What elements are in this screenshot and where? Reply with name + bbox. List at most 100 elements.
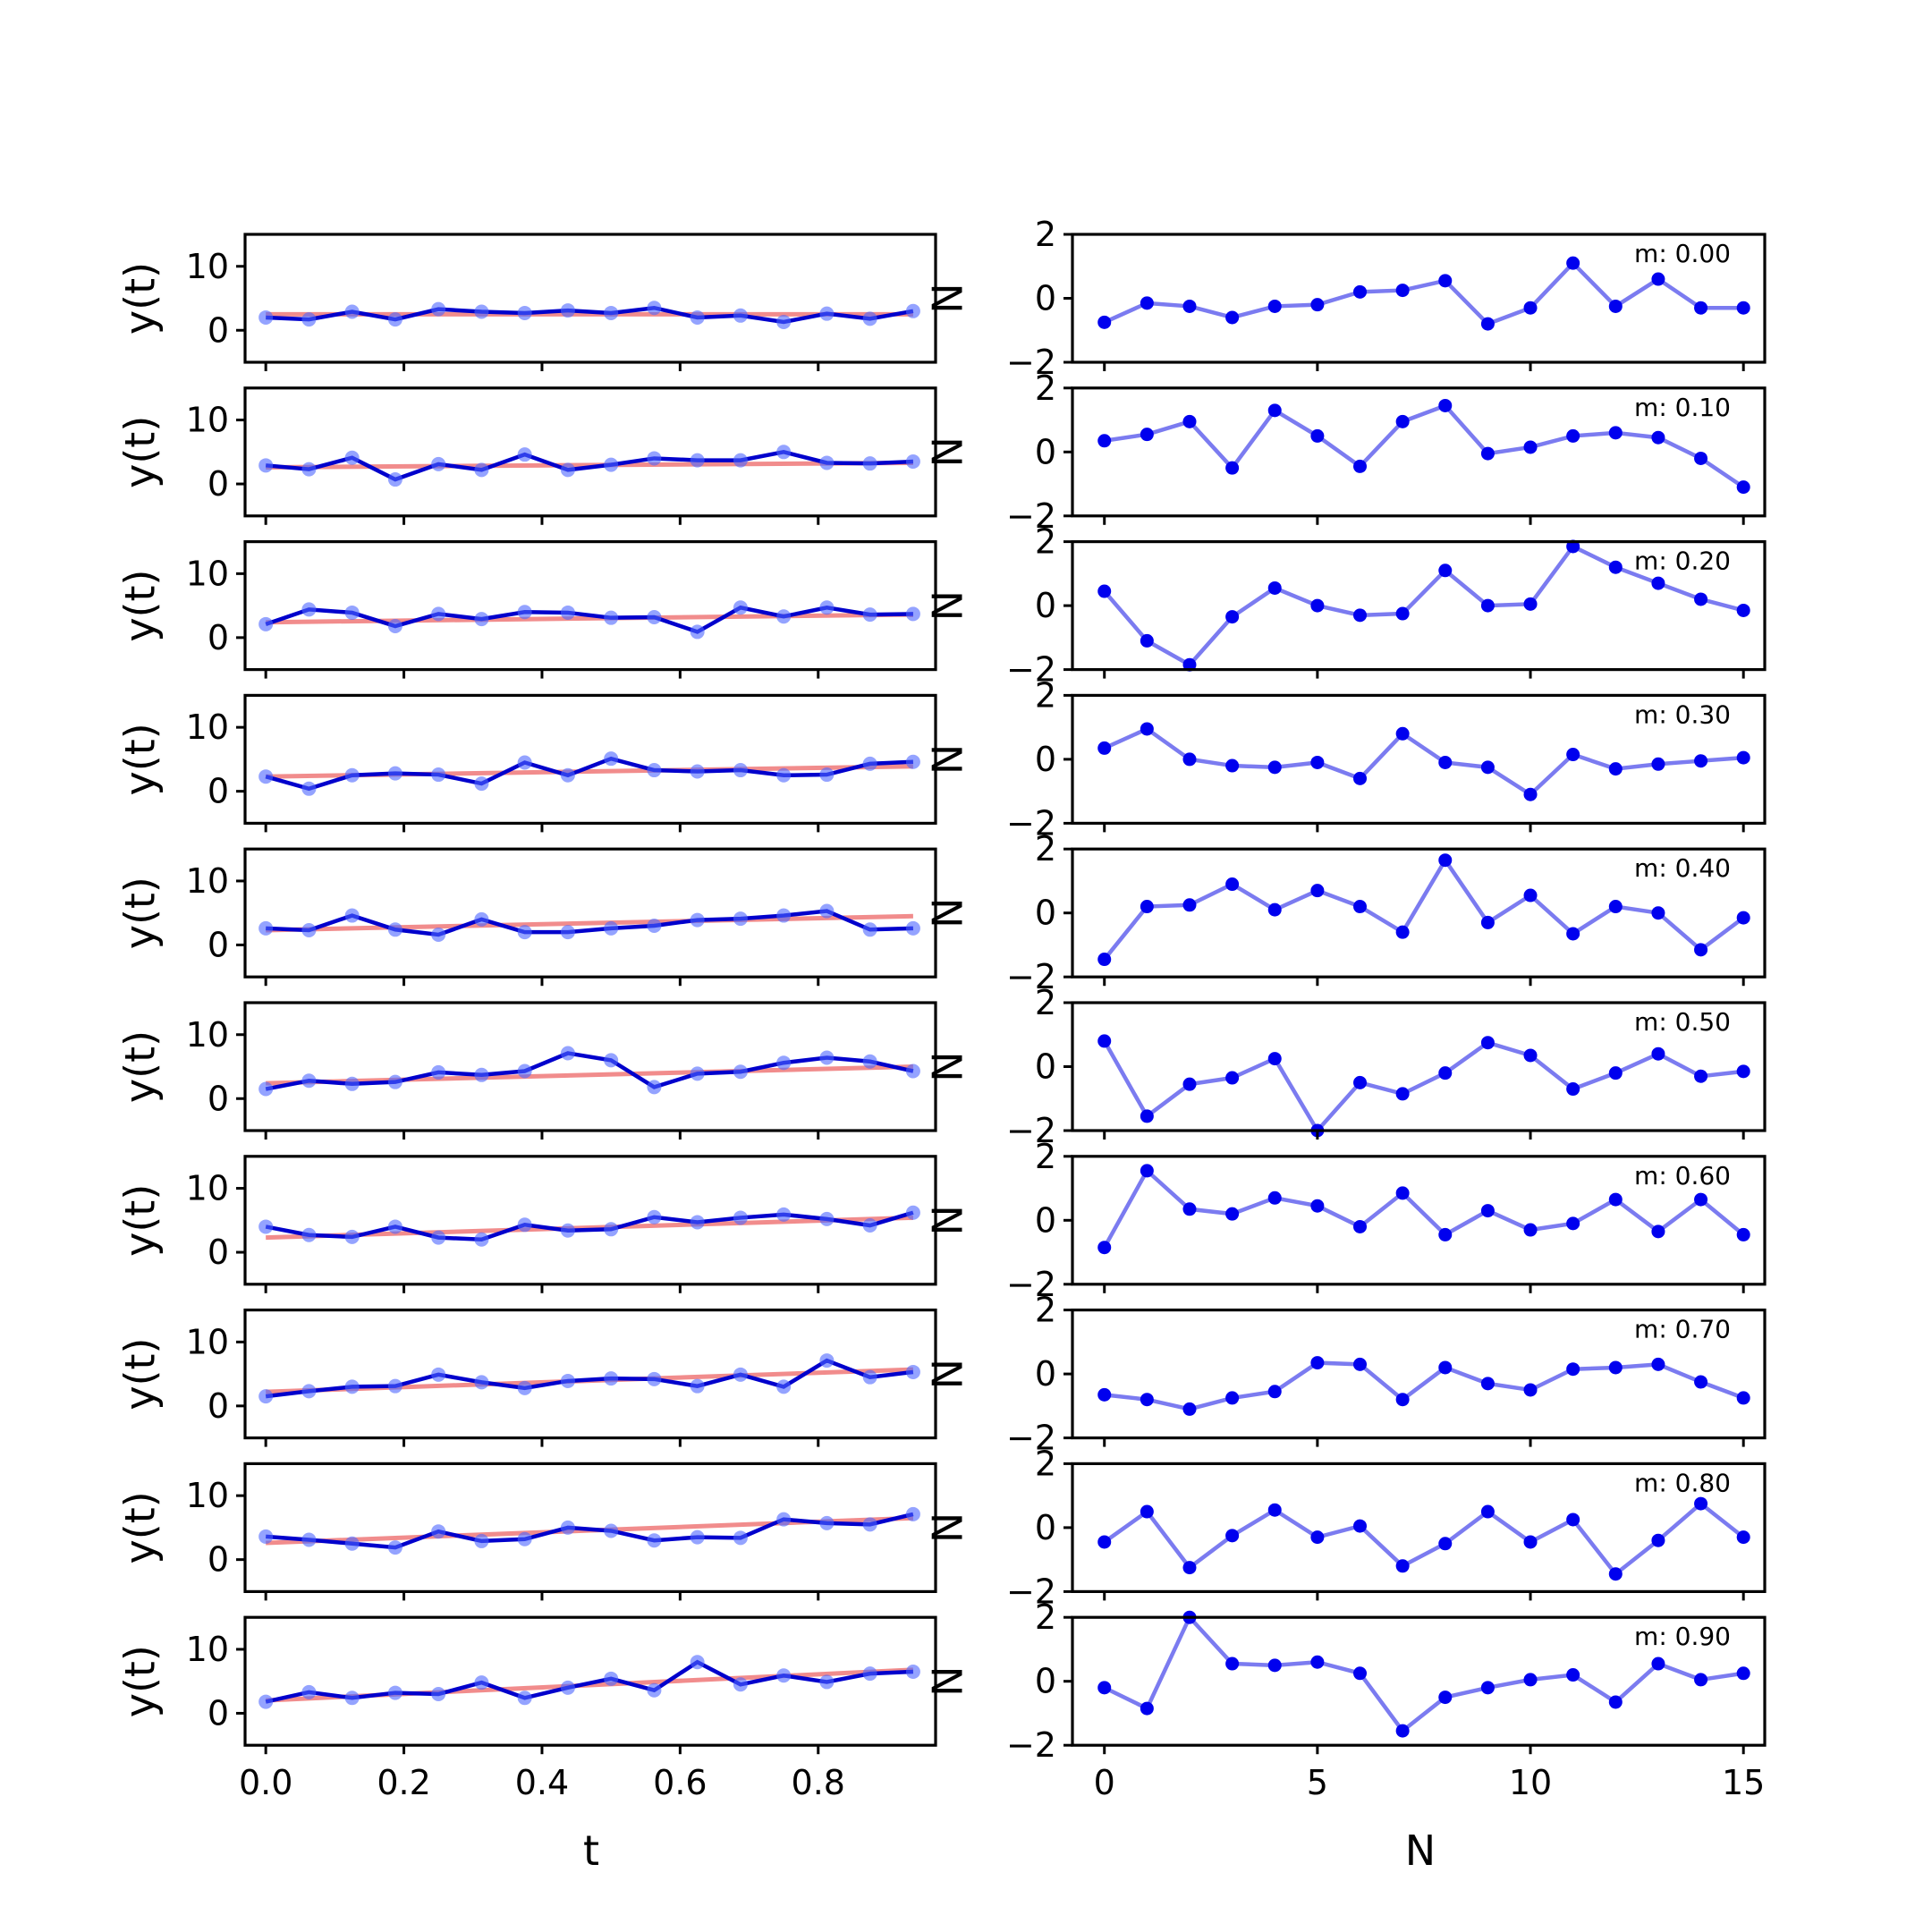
- data-point: [604, 1053, 619, 1068]
- series-point: [1310, 428, 1325, 443]
- series-point: [1310, 755, 1325, 769]
- data-point: [776, 1668, 792, 1683]
- data-point: [862, 1369, 877, 1385]
- data-point: [819, 455, 835, 470]
- m-label: m: 0.80: [1634, 1468, 1731, 1497]
- series-point: [1267, 1658, 1282, 1673]
- xtick-label: 10: [1509, 1763, 1552, 1802]
- data-point: [431, 767, 446, 783]
- xtick-label: 0.2: [377, 1763, 430, 1802]
- series-point: [1438, 1360, 1453, 1375]
- ytick-label: 2: [1035, 369, 1056, 408]
- series-point: [1097, 1241, 1112, 1255]
- ytick-label: 0: [208, 310, 229, 350]
- data-line: [265, 449, 914, 482]
- ytick-label: 2: [1035, 675, 1056, 715]
- series-point: [1651, 1533, 1665, 1547]
- series-point: [1480, 760, 1495, 775]
- data-point: [431, 1230, 446, 1245]
- series-point: [1566, 1513, 1580, 1527]
- series-point: [1140, 633, 1154, 648]
- data-point: [776, 908, 792, 923]
- series-point: [1395, 726, 1410, 741]
- data-point: [819, 1674, 835, 1690]
- ytick-label: 0: [208, 1693, 229, 1733]
- data-point: [905, 606, 920, 622]
- data-point: [733, 1210, 748, 1225]
- series-point: [1523, 787, 1538, 801]
- ylabel: y(t): [116, 570, 165, 642]
- data-point: [387, 312, 402, 327]
- data-point: [776, 1379, 792, 1394]
- m-label: m: 0.30: [1634, 699, 1731, 729]
- left-frame: [243, 233, 937, 364]
- series-point: [1310, 298, 1325, 312]
- data-point: [431, 456, 446, 471]
- series-point: [1267, 902, 1282, 917]
- ytick-label: 0: [208, 772, 229, 811]
- data-point: [604, 610, 619, 625]
- data-point: [560, 462, 575, 478]
- m-label: m: 0.70: [1634, 1315, 1731, 1344]
- series-point: [1353, 1075, 1368, 1089]
- data-point: [474, 776, 489, 792]
- stray-label: N: [924, 1359, 972, 1389]
- m-label: m: 0.50: [1634, 1007, 1731, 1037]
- data-point: [344, 1690, 360, 1706]
- m-label: m: 0.10: [1634, 393, 1731, 422]
- series-point: [1566, 256, 1580, 270]
- series-point: [1736, 301, 1750, 315]
- left-panel-5: 0 10 y(t) N: [116, 1001, 972, 1140]
- ylabel: y(t): [116, 1184, 165, 1257]
- data-point: [647, 1080, 662, 1095]
- series-point: [1438, 1066, 1453, 1080]
- data-point: [387, 472, 402, 487]
- m-label: m: 0.60: [1634, 1161, 1731, 1191]
- series-point: [1353, 1519, 1368, 1533]
- data-point: [431, 1367, 446, 1382]
- left-panel-8: 0 10 y(t) N: [116, 1462, 972, 1601]
- data-point: [344, 304, 360, 319]
- series-point: [1694, 301, 1708, 315]
- ytick-label: 0: [208, 1386, 229, 1426]
- series-point: [1523, 597, 1538, 611]
- ytick-label: 2: [1035, 1597, 1056, 1637]
- right-xlabel: N: [1405, 1826, 1436, 1875]
- data-point: [604, 1371, 619, 1386]
- series-point: [1438, 1227, 1453, 1241]
- series-point: [1097, 434, 1112, 448]
- series-point: [1395, 1186, 1410, 1200]
- data-line: [265, 1210, 914, 1242]
- series-point: [1140, 900, 1154, 914]
- data-line: [266, 909, 913, 937]
- data-point: [733, 600, 748, 615]
- series-point: [1395, 1559, 1410, 1573]
- data-point: [776, 1512, 792, 1527]
- ytick-label: −2: [1006, 650, 1056, 690]
- data-point: [733, 1677, 748, 1692]
- series-point: [1097, 1535, 1112, 1549]
- series-point: [1353, 771, 1368, 785]
- series-point: [1438, 564, 1453, 578]
- data-point: [905, 754, 920, 769]
- series-point: [1182, 299, 1197, 313]
- series-point: [1736, 480, 1750, 495]
- series-point: [1353, 900, 1368, 914]
- data-point: [733, 1367, 748, 1382]
- data-point: [344, 1536, 360, 1551]
- series-point: [1395, 1724, 1410, 1738]
- ytick-label: 10: [186, 1476, 229, 1515]
- ytick-label: 0: [1035, 1354, 1056, 1394]
- series-point: [1736, 750, 1750, 765]
- ytick-label: 0: [208, 1233, 229, 1272]
- data-line: [265, 1358, 914, 1399]
- data-point: [301, 602, 317, 617]
- data-point: [560, 1373, 575, 1388]
- ylabel: y(t): [116, 723, 165, 795]
- series-point: [1566, 428, 1580, 443]
- series-point: [1353, 284, 1368, 299]
- left-panel-4: 0 10 y(t) N: [116, 847, 972, 987]
- series-point: [1523, 1048, 1538, 1063]
- data-point: [301, 781, 317, 796]
- data-point: [776, 445, 792, 460]
